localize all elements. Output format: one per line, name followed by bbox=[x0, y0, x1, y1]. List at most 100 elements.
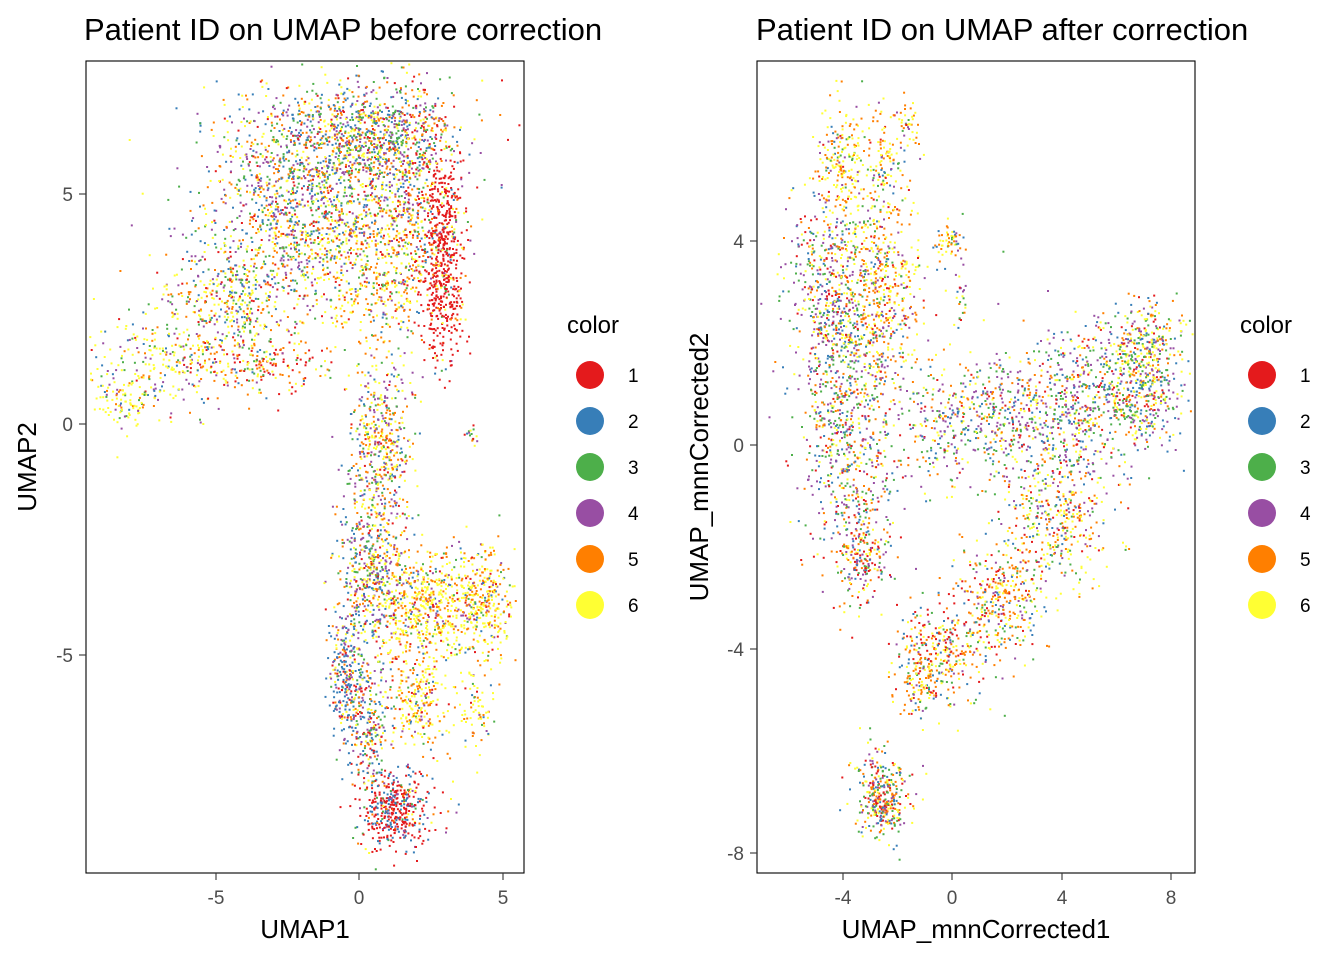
scatter-point bbox=[377, 598, 380, 601]
scatter-point bbox=[351, 166, 354, 169]
scatter-point bbox=[398, 464, 401, 467]
scatter-point bbox=[291, 190, 293, 193]
scatter-point bbox=[307, 276, 310, 279]
scatter-point bbox=[367, 194, 370, 197]
scatter-point bbox=[397, 765, 400, 768]
scatter-point bbox=[281, 209, 284, 211]
scatter-point bbox=[298, 200, 301, 203]
scatter-point bbox=[364, 434, 366, 437]
scatter-point bbox=[115, 392, 118, 395]
scatter-point bbox=[436, 274, 439, 277]
scatter-point bbox=[432, 700, 435, 703]
scatter-point bbox=[373, 579, 376, 581]
scatter-point bbox=[287, 173, 290, 176]
scatter-point bbox=[363, 594, 365, 597]
scatter-point bbox=[238, 295, 241, 298]
scatter-point bbox=[321, 321, 324, 324]
scatter-point bbox=[441, 327, 444, 329]
scatter-point bbox=[351, 103, 354, 106]
scatter-point bbox=[388, 181, 391, 184]
scatter-point bbox=[369, 194, 372, 197]
scatter-point bbox=[419, 119, 422, 122]
scatter-point bbox=[248, 122, 251, 124]
scatter-point bbox=[374, 156, 376, 159]
scatter-point bbox=[472, 626, 475, 629]
scatter-point bbox=[314, 166, 317, 169]
scatter-point bbox=[267, 283, 270, 286]
scatter-point bbox=[352, 614, 354, 617]
scatter-point bbox=[384, 162, 387, 165]
scatter-point bbox=[333, 637, 336, 640]
scatter-point bbox=[246, 319, 248, 322]
scatter-point bbox=[297, 261, 300, 264]
scatter-point bbox=[368, 721, 371, 723]
scatter-point bbox=[414, 258, 417, 261]
scatter-point bbox=[435, 582, 438, 585]
scatter-point bbox=[428, 597, 431, 600]
scatter-point bbox=[329, 271, 332, 274]
scatter-point bbox=[254, 283, 257, 286]
scatter-point bbox=[162, 381, 165, 384]
scatter-point bbox=[414, 250, 417, 253]
scatter-point bbox=[426, 692, 428, 695]
scatter-point bbox=[338, 214, 341, 217]
scatter-point bbox=[368, 146, 371, 149]
scatter-point bbox=[254, 138, 257, 141]
scatter-point bbox=[408, 124, 411, 126]
scatter-point bbox=[440, 206, 443, 208]
scatter-point bbox=[260, 311, 263, 314]
scatter-point bbox=[394, 614, 397, 617]
scatter-point bbox=[409, 643, 412, 646]
scatter-point bbox=[352, 708, 355, 711]
scatter-point bbox=[427, 303, 429, 306]
scatter-point bbox=[487, 605, 490, 608]
scatter-point bbox=[380, 466, 383, 469]
scatter-point bbox=[372, 752, 375, 755]
scatter-point bbox=[375, 582, 377, 585]
scatter-point bbox=[405, 774, 408, 777]
scatter-point bbox=[488, 602, 491, 605]
scatter-point bbox=[369, 686, 372, 689]
scatter-point bbox=[393, 126, 396, 129]
scatter-point bbox=[387, 786, 390, 789]
scatter-point bbox=[381, 227, 383, 230]
scatter-point bbox=[394, 656, 397, 658]
scatter-point bbox=[408, 63, 411, 66]
scatter-point bbox=[266, 296, 269, 299]
scatter-point bbox=[333, 123, 336, 126]
scatter-point bbox=[463, 565, 466, 568]
scatter-point bbox=[364, 114, 367, 117]
scatter-point bbox=[101, 364, 104, 367]
scatter-point bbox=[378, 155, 381, 158]
scatter-point bbox=[431, 276, 434, 279]
scatter-point bbox=[485, 611, 488, 614]
scatter-point bbox=[338, 284, 341, 287]
scatter-point bbox=[430, 154, 433, 156]
scatter-point bbox=[319, 186, 322, 189]
scatter-point bbox=[316, 277, 319, 280]
scatter-point bbox=[259, 186, 261, 189]
scatter-point bbox=[394, 817, 396, 820]
scatter-point bbox=[375, 368, 378, 371]
scatter-point bbox=[354, 128, 357, 131]
scatter-point bbox=[378, 839, 381, 842]
scatter-point bbox=[385, 456, 388, 459]
scatter-point bbox=[402, 182, 405, 185]
scatter-point bbox=[389, 297, 392, 300]
scatter-point bbox=[364, 733, 367, 736]
scatter-point bbox=[197, 294, 200, 297]
scatter-point bbox=[463, 257, 466, 260]
scatter-point bbox=[339, 109, 342, 112]
scatter-point bbox=[416, 130, 419, 133]
scatter-point bbox=[439, 231, 442, 234]
scatter-point bbox=[427, 616, 430, 618]
scatter-point bbox=[271, 262, 274, 265]
scatter-point bbox=[402, 651, 404, 654]
scatter-point bbox=[477, 711, 480, 714]
scatter-point bbox=[383, 465, 386, 468]
scatter-point bbox=[428, 219, 431, 221]
scatter-point bbox=[166, 366, 169, 369]
scatter-point bbox=[355, 522, 358, 525]
scatter-point bbox=[365, 687, 368, 689]
scatter-point bbox=[367, 811, 369, 814]
